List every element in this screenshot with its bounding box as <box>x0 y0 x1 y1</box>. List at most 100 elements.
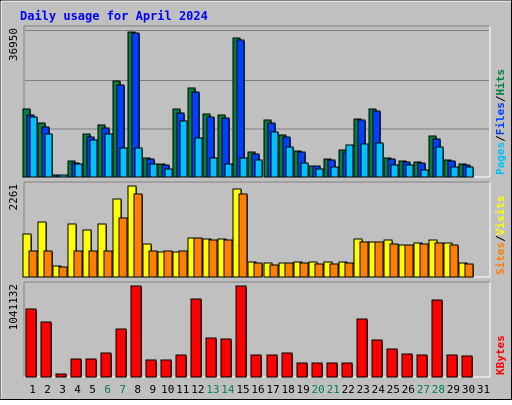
x-tick-label-day-5: 5 <box>89 383 96 396</box>
bar-pages-day-13 <box>209 157 218 178</box>
bar-kbytes-day-13 <box>205 337 217 378</box>
x-tick-label-day-14: 14 <box>221 383 235 396</box>
x-tick-label-day-27: 27 <box>417 383 430 396</box>
bar-sites-day-2 <box>43 250 53 278</box>
bar-kbytes-day-16 <box>250 354 262 378</box>
bar-visits-day-2 <box>37 221 47 278</box>
bar-sites-day-9 <box>148 250 158 278</box>
bar-pages-day-14 <box>224 163 233 178</box>
bar-pages-day-29 <box>450 166 459 178</box>
panel-hits-files-pages <box>22 25 491 178</box>
bar-sites-day-13 <box>208 239 218 278</box>
x-tick-label-day-18: 18 <box>281 383 294 396</box>
bar-kbytes-day-4 <box>70 358 82 378</box>
bar-pages-day-10 <box>164 168 173 178</box>
bar-pages-day-26 <box>405 164 414 178</box>
bar-sites-day-22 <box>344 262 354 278</box>
bar-pages-day-6 <box>104 133 113 178</box>
x-tick-label-day-21: 21 <box>327 383 340 396</box>
bar-kbytes-day-8 <box>130 285 142 378</box>
bar-sites-day-27 <box>419 243 429 278</box>
ymax-label-visits-sites: 2261 <box>7 184 20 211</box>
legend-files: Files <box>494 102 507 135</box>
x-tick-label-day-29: 29 <box>447 383 460 396</box>
x-tick-label-day-1: 1 <box>29 383 36 396</box>
legend-hits: Hits <box>494 69 507 96</box>
bar-kbytes-day-23 <box>356 318 368 378</box>
bar-files-day-15 <box>236 39 245 178</box>
bar-sites-day-28 <box>434 242 444 278</box>
legend-kbytes: KBytes <box>494 335 507 375</box>
bar-kbytes-day-2 <box>40 321 52 378</box>
bar-sites-day-12 <box>193 237 203 278</box>
bar-kbytes-day-3 <box>55 373 67 378</box>
legend-pages: Pages <box>494 142 507 175</box>
x-tick-label-day-24: 24 <box>372 383 386 396</box>
bar-pages-day-5 <box>89 139 98 178</box>
bar-pages-day-20 <box>315 168 324 178</box>
bar-pages-day-21 <box>330 166 339 178</box>
legend-visits-sites: Sites/Visits <box>494 196 507 276</box>
bar-pages-day-27 <box>420 169 429 178</box>
series-kbytes <box>25 285 473 378</box>
x-tick-label-day-4: 4 <box>74 383 81 396</box>
bar-sites-day-1 <box>28 250 38 278</box>
bar-pages-day-1 <box>29 116 38 178</box>
bar-kbytes-day-19 <box>296 362 308 378</box>
bar-kbytes-day-12 <box>190 298 202 378</box>
bar-kbytes-day-11 <box>175 354 187 378</box>
x-tick-label-day-3: 3 <box>59 383 66 396</box>
x-tick-label-day-19: 19 <box>296 383 309 396</box>
bar-sites-day-11 <box>178 250 188 278</box>
bar-pages-day-23 <box>360 143 369 178</box>
x-tick-label-day-28: 28 <box>432 383 445 396</box>
bar-sites-day-5 <box>88 250 98 278</box>
x-tick-label-day-10: 10 <box>161 383 174 396</box>
x-tick-label-day-22: 22 <box>342 383 355 396</box>
bar-sites-day-30 <box>464 263 474 278</box>
bar-kbytes-day-17 <box>266 354 278 378</box>
x-tick-label-day-15: 15 <box>236 383 249 396</box>
bar-pages-day-22 <box>345 144 354 178</box>
bar-pages-day-17 <box>270 131 279 178</box>
bar-kbytes-day-5 <box>85 358 97 378</box>
series-pages <box>29 116 474 178</box>
legend-kbytes: KBytes <box>494 335 507 375</box>
bar-pages-day-30 <box>465 166 474 178</box>
bar-pages-day-9 <box>149 163 158 178</box>
bar-kbytes-day-25 <box>386 348 398 378</box>
bar-sites-day-8 <box>133 193 143 278</box>
bar-kbytes-day-9 <box>145 359 157 378</box>
panel-kbytes <box>23 281 491 378</box>
bar-pages-day-4 <box>74 163 83 178</box>
bar-sites-day-29 <box>449 244 459 278</box>
x-tick-label-day-17: 17 <box>266 383 279 396</box>
bar-kbytes-day-14 <box>220 338 232 378</box>
x-tick-label-day-30: 30 <box>462 383 475 396</box>
x-tick-label-day-20: 20 <box>311 383 324 396</box>
bar-pages-day-25 <box>390 164 399 178</box>
series-visits <box>22 185 468 278</box>
bar-sites-day-3 <box>58 266 68 278</box>
legend-separator: / <box>494 95 507 102</box>
bar-sites-day-19 <box>299 262 309 278</box>
x-tick-label-day-11: 11 <box>176 383 189 396</box>
bar-pages-day-16 <box>254 159 263 178</box>
x-tick-label-day-12: 12 <box>191 383 204 396</box>
bar-sites-day-7 <box>118 217 128 278</box>
bar-kbytes-day-6 <box>100 352 112 378</box>
bar-sites-day-23 <box>359 241 369 278</box>
bar-sites-day-24 <box>374 241 384 278</box>
bar-kbytes-day-27 <box>416 354 428 378</box>
x-tick-label-day-6: 6 <box>104 383 111 396</box>
legend-separator: / <box>494 135 507 142</box>
legend-hits-files-pages: Pages/Files/Hits <box>494 69 507 175</box>
ymax-label-kbytes: 1041132 <box>7 284 20 330</box>
x-tick-label-day-23: 23 <box>357 383 370 396</box>
bar-kbytes-day-24 <box>371 339 383 378</box>
bar-pages-day-19 <box>300 162 309 178</box>
bar-kbytes-day-26 <box>401 353 413 378</box>
bar-kbytes-day-18 <box>281 352 293 378</box>
